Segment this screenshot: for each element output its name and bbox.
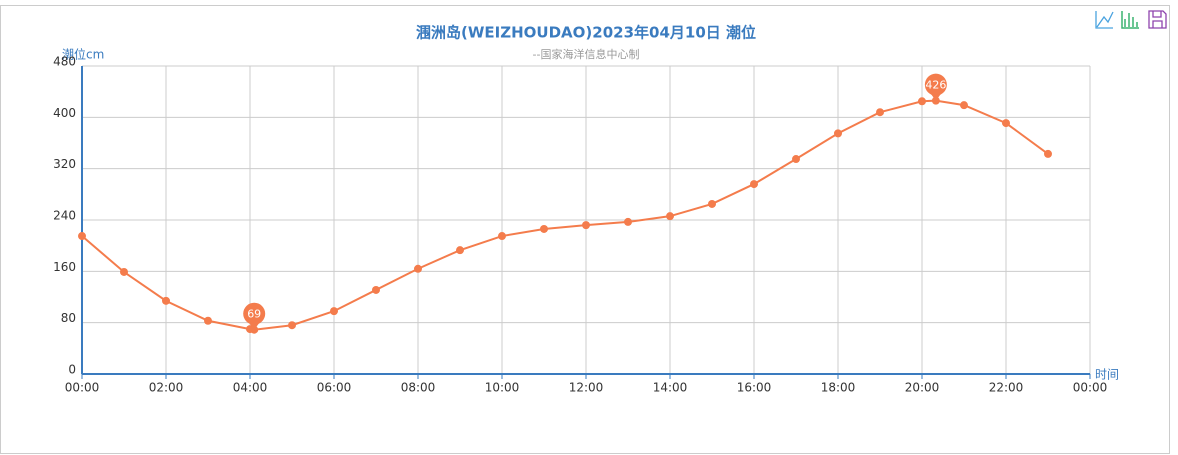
point	[918, 97, 926, 106]
x-axis-label: 时间	[1095, 368, 1119, 382]
point	[624, 217, 632, 226]
line-chart-button[interactable]	[1095, 11, 1114, 29]
x-tick-label: 00:00	[1073, 381, 1108, 395]
point	[456, 246, 464, 255]
point	[960, 101, 968, 110]
mark-point-tail	[929, 92, 942, 101]
mark-point-label: 69	[247, 308, 261, 321]
mark-point	[243, 302, 266, 325]
x-tick-label: 08:00	[401, 381, 436, 395]
point	[120, 267, 128, 276]
y-tick-label: 480	[53, 55, 76, 69]
point	[708, 199, 716, 208]
point	[288, 321, 296, 330]
y-tick-label: 240	[53, 209, 76, 223]
point	[250, 325, 259, 334]
x-tick-label: 00:00	[65, 381, 100, 395]
x-tick-label: 22:00	[989, 381, 1024, 395]
chart-subtitle: --国家海洋信息中心制	[533, 47, 640, 61]
line	[81, 99, 1049, 331]
point	[498, 232, 506, 241]
point	[582, 221, 590, 230]
mark-point	[924, 73, 947, 96]
chart-title: 涠洲岛(WEIZHOUDAO)2023年04月10日 潮位	[416, 24, 756, 42]
frame	[0, 5, 1170, 454]
point	[1044, 149, 1052, 158]
save-button[interactable]	[1148, 10, 1167, 29]
point	[372, 285, 380, 294]
point	[1002, 119, 1010, 128]
y-tick-label: 80	[61, 311, 76, 325]
x-tick-label: 20:00	[905, 381, 940, 395]
point	[204, 316, 212, 325]
point	[162, 296, 170, 305]
point	[540, 224, 548, 233]
y-tick-label: 400	[53, 106, 76, 120]
x-tick-label: 02:00	[149, 381, 184, 395]
y-tick-label: 320	[53, 157, 76, 171]
toolbar	[1095, 10, 1167, 29]
x-tick-label: 04:00	[233, 381, 268, 395]
x-tick-label: 12:00	[569, 381, 604, 395]
point	[666, 212, 674, 221]
x-tick-label: 18:00	[821, 381, 856, 395]
point	[834, 129, 842, 138]
x-tick-label: 16:00	[737, 381, 772, 395]
y-tick-label: 160	[53, 260, 76, 274]
x-tick-label: 06:00	[317, 381, 352, 395]
bar-chart-button[interactable]	[1121, 11, 1139, 29]
point	[792, 155, 800, 164]
mark-point-label: 426	[925, 79, 946, 92]
y-axis-label: 潮位cm	[62, 47, 104, 62]
point	[876, 108, 884, 117]
point	[78, 232, 86, 241]
x-tick-label: 14:00	[653, 381, 688, 395]
mark-point-tail	[248, 321, 261, 330]
x-tick-label: 10:00	[485, 381, 520, 395]
y-tick-label: 0	[68, 363, 76, 377]
point	[330, 307, 338, 316]
point	[414, 264, 422, 273]
point	[750, 180, 758, 189]
